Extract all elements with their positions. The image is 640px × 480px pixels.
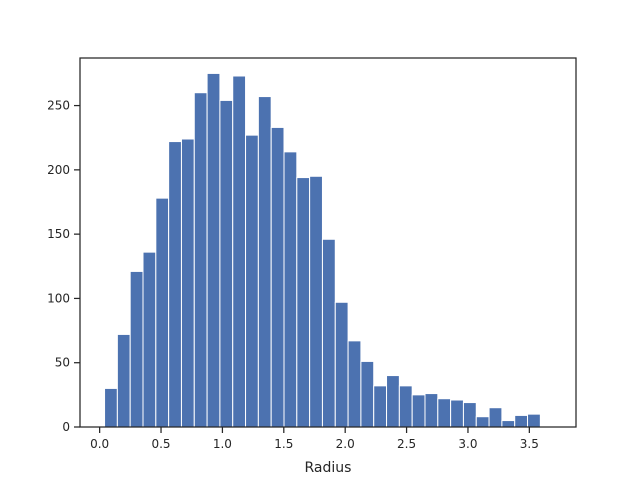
histogram-bar bbox=[219, 99, 234, 428]
histogram-bar bbox=[373, 385, 388, 428]
y-tick-label: 0 bbox=[62, 420, 70, 434]
histogram-bar bbox=[475, 416, 490, 428]
histogram-bar bbox=[283, 151, 298, 428]
histogram-bar bbox=[360, 360, 375, 428]
histogram-bar bbox=[168, 141, 182, 428]
histogram-bar bbox=[270, 126, 285, 428]
histogram-bar bbox=[129, 270, 144, 428]
x-tick-label: 2.5 bbox=[397, 437, 416, 451]
histogram-bar bbox=[193, 92, 208, 428]
x-axis-label: Radius bbox=[305, 460, 352, 476]
y-tick-label: 100 bbox=[47, 291, 70, 305]
histogram-bar bbox=[411, 394, 426, 428]
histogram-bar bbox=[462, 402, 477, 428]
histogram-bar bbox=[206, 72, 221, 428]
histogram-bar bbox=[347, 340, 362, 428]
x-tick-label: 0.5 bbox=[151, 437, 170, 451]
histogram-bar bbox=[488, 407, 503, 428]
histogram-bar bbox=[232, 75, 247, 428]
x-axis-ticks: 0.0 0.5 1.0 1.5 2.0 2.5 3.0 3.5 bbox=[90, 427, 539, 451]
histogram-bar bbox=[296, 177, 311, 428]
x-tick-label: 0.0 bbox=[90, 437, 109, 451]
y-tick-label: 50 bbox=[55, 356, 70, 370]
histogram-bar bbox=[180, 138, 195, 428]
x-tick-label: 3.0 bbox=[458, 437, 477, 451]
histogram-bar bbox=[386, 375, 400, 428]
histogram-bar bbox=[527, 413, 541, 428]
histogram-bar bbox=[142, 251, 157, 428]
y-tick-label: 200 bbox=[47, 163, 70, 177]
histogram-bar bbox=[104, 387, 118, 428]
x-tick-label: 2.0 bbox=[336, 437, 355, 451]
y-tick-label: 150 bbox=[47, 227, 70, 241]
histogram-bar bbox=[424, 393, 439, 428]
x-tick-label: 1.0 bbox=[213, 437, 232, 451]
histogram-bar bbox=[437, 398, 452, 428]
plot-frame bbox=[79, 57, 577, 428]
histogram-bar bbox=[257, 96, 272, 428]
histogram-bar bbox=[309, 175, 323, 428]
histogram-bar bbox=[450, 399, 464, 428]
x-tick-label: 3.5 bbox=[520, 437, 539, 451]
histogram-bar bbox=[398, 385, 413, 428]
histogram-bar bbox=[514, 414, 529, 428]
histogram-bar bbox=[501, 420, 516, 428]
histogram-bar bbox=[334, 301, 349, 428]
histogram-bar bbox=[321, 238, 336, 428]
y-tick-label: 250 bbox=[47, 99, 70, 113]
y-axis-ticks: 0 50 100 150 200 250 bbox=[47, 99, 80, 434]
histogram-bar bbox=[116, 333, 131, 428]
histogram-bar bbox=[245, 134, 259, 428]
x-tick-label: 1.5 bbox=[274, 437, 293, 451]
histogram-bar bbox=[155, 197, 170, 428]
